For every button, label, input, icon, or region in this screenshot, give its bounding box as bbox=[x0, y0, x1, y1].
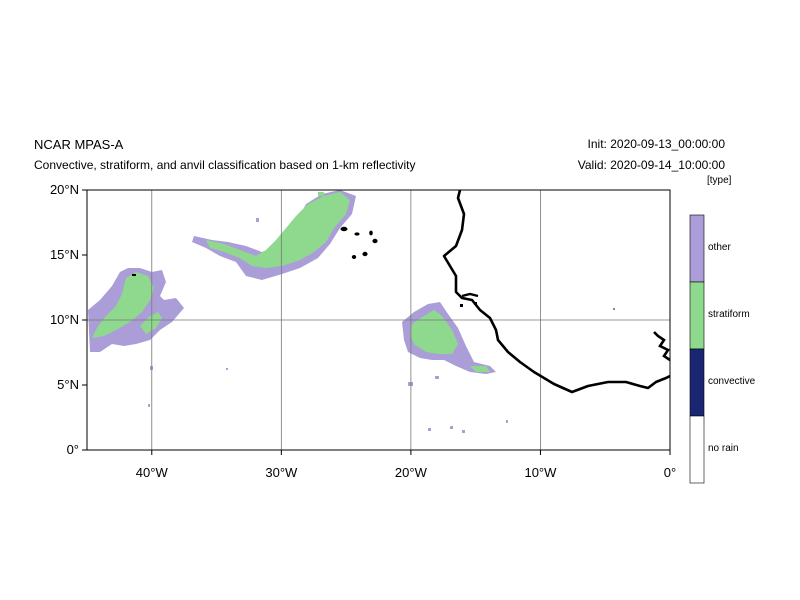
convective-cell bbox=[132, 274, 136, 276]
y-tick-label: 10°N bbox=[49, 312, 79, 327]
senegal-river-inlet bbox=[461, 292, 479, 298]
x-tick-label: 10°W bbox=[524, 465, 557, 480]
init-time: Init: 2020-09-13_00:00:00 bbox=[587, 137, 725, 151]
island-dot bbox=[460, 304, 463, 307]
other-region bbox=[506, 420, 508, 423]
stratiform-region bbox=[92, 272, 154, 338]
legend-label: convective bbox=[708, 375, 756, 387]
africa-coastline bbox=[442, 190, 670, 394]
legend-swatch bbox=[689, 214, 705, 283]
other-region bbox=[318, 192, 324, 196]
legend-label: no rain bbox=[708, 442, 739, 454]
island-dot bbox=[474, 302, 477, 305]
other-region bbox=[450, 426, 453, 429]
x-tick-label: 0° bbox=[663, 465, 677, 480]
y-tick-label: 15°N bbox=[49, 247, 79, 262]
cape-verde-islands bbox=[340, 226, 378, 259]
axis-ticks bbox=[82, 189, 671, 455]
precip-system-west bbox=[88, 268, 184, 352]
legend-colorbar bbox=[689, 214, 705, 484]
x-tick-label: 30°W bbox=[265, 465, 298, 480]
gridlines bbox=[87, 190, 670, 450]
y-tick-label: 20°N bbox=[49, 182, 79, 197]
other-region bbox=[428, 428, 431, 431]
y-tick-label: 5°N bbox=[57, 377, 79, 392]
legend-swatch bbox=[689, 281, 705, 350]
x-tick-label: 40°W bbox=[135, 465, 168, 480]
other-region bbox=[148, 404, 150, 407]
legend-swatch bbox=[689, 348, 705, 417]
stratiform-region bbox=[410, 310, 458, 354]
model-title: NCAR MPAS-A bbox=[34, 137, 124, 152]
valid-time: Valid: 2020-09-14_10:00:00 bbox=[577, 158, 725, 172]
other-region bbox=[435, 376, 439, 379]
other-region bbox=[256, 218, 259, 222]
island-dot bbox=[613, 308, 615, 310]
y-tick-label: 0° bbox=[66, 442, 79, 457]
x-tick-label: 20°W bbox=[394, 465, 427, 480]
other-region bbox=[226, 368, 228, 370]
gulf-islands bbox=[653, 331, 670, 362]
precip-fields bbox=[87, 190, 670, 450]
stratiform-region bbox=[470, 366, 490, 372]
stratiform-region bbox=[140, 312, 162, 334]
plot-description: Convective, stratiform, and anvil classi… bbox=[34, 158, 416, 172]
legend-label: other bbox=[708, 241, 731, 253]
other-region bbox=[462, 430, 465, 433]
legend-swatch bbox=[689, 415, 705, 484]
legend-units: [type] bbox=[707, 175, 732, 186]
stratiform-region bbox=[206, 192, 350, 268]
legend-label: stratiform bbox=[708, 308, 750, 320]
precip-system-north bbox=[192, 190, 356, 280]
